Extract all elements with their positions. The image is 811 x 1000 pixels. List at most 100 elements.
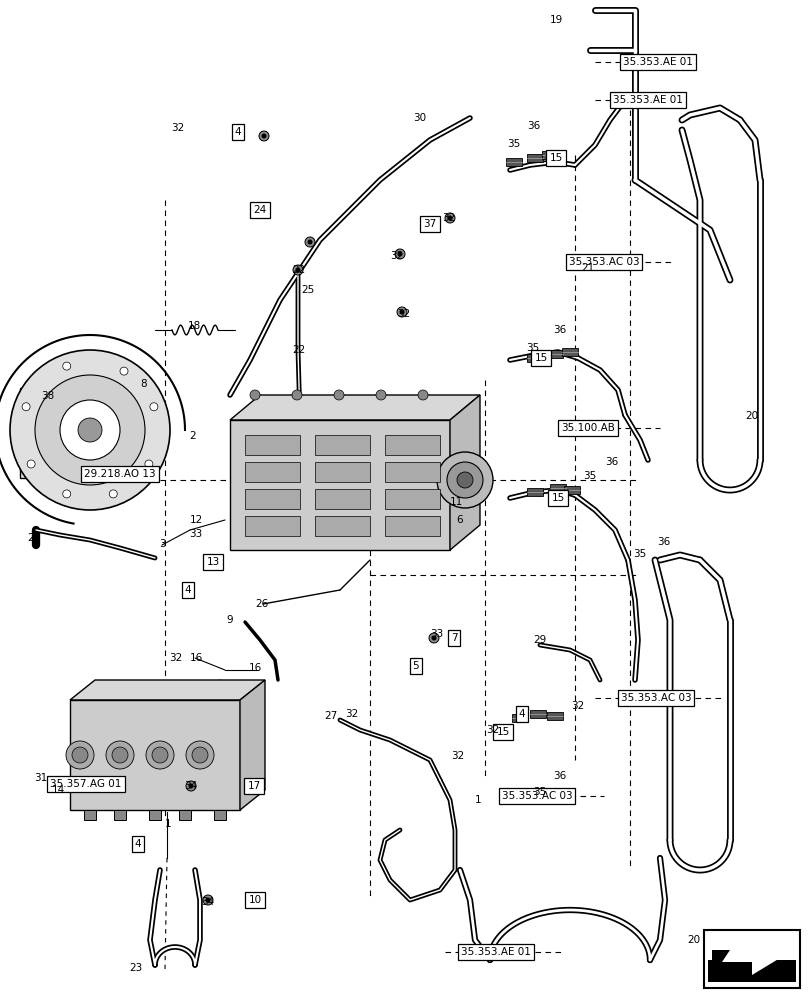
Text: 32: 32 (345, 709, 358, 719)
Circle shape (78, 418, 102, 442)
FancyBboxPatch shape (315, 462, 370, 482)
Text: 35: 35 (533, 787, 546, 797)
Polygon shape (240, 680, 264, 810)
Circle shape (106, 741, 134, 769)
Text: 10: 10 (248, 895, 261, 905)
Text: 35.353.AC 03: 35.353.AC 03 (568, 257, 638, 267)
Circle shape (394, 249, 405, 259)
Polygon shape (449, 395, 479, 550)
Text: 2: 2 (190, 431, 196, 441)
Text: 36: 36 (552, 771, 566, 781)
Text: 26: 26 (255, 599, 268, 609)
Circle shape (146, 741, 174, 769)
Circle shape (399, 310, 404, 314)
Text: 33: 33 (430, 629, 443, 639)
Text: 19: 19 (549, 15, 562, 25)
Text: 34: 34 (184, 781, 197, 791)
FancyBboxPatch shape (245, 516, 299, 536)
FancyBboxPatch shape (245, 462, 299, 482)
FancyBboxPatch shape (315, 435, 370, 455)
Polygon shape (564, 486, 579, 494)
Text: 24: 24 (253, 205, 266, 215)
Circle shape (112, 747, 128, 763)
Polygon shape (547, 712, 562, 720)
Circle shape (418, 390, 427, 400)
Text: 34: 34 (201, 897, 214, 907)
Text: 22: 22 (292, 265, 305, 275)
FancyBboxPatch shape (384, 435, 440, 455)
Text: 23: 23 (129, 963, 143, 973)
FancyBboxPatch shape (703, 930, 799, 988)
Circle shape (397, 307, 406, 317)
Circle shape (307, 239, 312, 244)
Circle shape (261, 134, 266, 139)
FancyBboxPatch shape (315, 516, 370, 536)
Circle shape (62, 490, 71, 498)
FancyBboxPatch shape (148, 810, 161, 820)
Circle shape (186, 781, 195, 791)
Text: 37: 37 (423, 219, 436, 229)
Circle shape (431, 636, 436, 641)
Text: 4: 4 (135, 839, 141, 849)
Text: 1: 1 (474, 795, 481, 805)
Text: 29.218.AO 13: 29.218.AO 13 (84, 469, 156, 479)
Text: 36: 36 (526, 121, 540, 131)
Text: 38: 38 (41, 391, 54, 401)
Text: 15: 15 (496, 727, 509, 737)
Polygon shape (70, 700, 240, 810)
Text: 5: 5 (412, 661, 418, 671)
Circle shape (22, 403, 30, 411)
Polygon shape (547, 350, 562, 358)
Circle shape (60, 400, 120, 460)
Polygon shape (541, 151, 557, 159)
Text: 32: 32 (390, 251, 403, 261)
Circle shape (397, 251, 402, 256)
Circle shape (375, 390, 385, 400)
Text: 1: 1 (165, 819, 171, 829)
Polygon shape (512, 714, 527, 722)
Circle shape (428, 633, 439, 643)
Text: 15: 15 (549, 153, 562, 163)
Text: 4: 4 (234, 127, 241, 137)
Circle shape (444, 213, 454, 223)
Polygon shape (711, 950, 729, 962)
Text: 4: 4 (518, 709, 525, 719)
Circle shape (62, 362, 71, 370)
Text: 17: 17 (247, 781, 260, 791)
Circle shape (120, 367, 128, 375)
Circle shape (144, 460, 152, 468)
Circle shape (109, 490, 117, 498)
FancyBboxPatch shape (214, 810, 225, 820)
Text: 35.353.AE 01: 35.353.AE 01 (622, 57, 692, 67)
Text: 22: 22 (292, 345, 305, 355)
Polygon shape (70, 680, 264, 700)
Polygon shape (711, 935, 784, 975)
Text: 32: 32 (486, 725, 499, 735)
Circle shape (10, 350, 169, 510)
Text: 32: 32 (397, 309, 410, 319)
Text: 33: 33 (189, 529, 203, 539)
Text: 3: 3 (158, 539, 165, 549)
Circle shape (150, 403, 157, 411)
Circle shape (250, 390, 260, 400)
Polygon shape (526, 354, 543, 362)
Text: 32: 32 (442, 213, 455, 223)
FancyBboxPatch shape (384, 489, 440, 509)
Text: 35: 35 (582, 471, 596, 481)
Circle shape (293, 265, 303, 275)
Circle shape (205, 897, 210, 902)
FancyBboxPatch shape (707, 960, 795, 982)
FancyBboxPatch shape (84, 810, 96, 820)
Text: 30: 30 (413, 113, 426, 123)
Polygon shape (561, 348, 577, 356)
Text: 35.357.AG 01: 35.357.AG 01 (50, 779, 122, 789)
Text: 35.353.AC 03: 35.353.AC 03 (501, 791, 572, 801)
Text: 29: 29 (533, 635, 546, 645)
Text: 11: 11 (448, 497, 462, 507)
Text: 12: 12 (189, 515, 203, 525)
FancyBboxPatch shape (245, 489, 299, 509)
Circle shape (152, 747, 168, 763)
Text: 27: 27 (324, 711, 337, 721)
Text: 35.353.AC 03: 35.353.AC 03 (620, 693, 690, 703)
Text: 35.353.AE 01: 35.353.AE 01 (461, 947, 530, 957)
